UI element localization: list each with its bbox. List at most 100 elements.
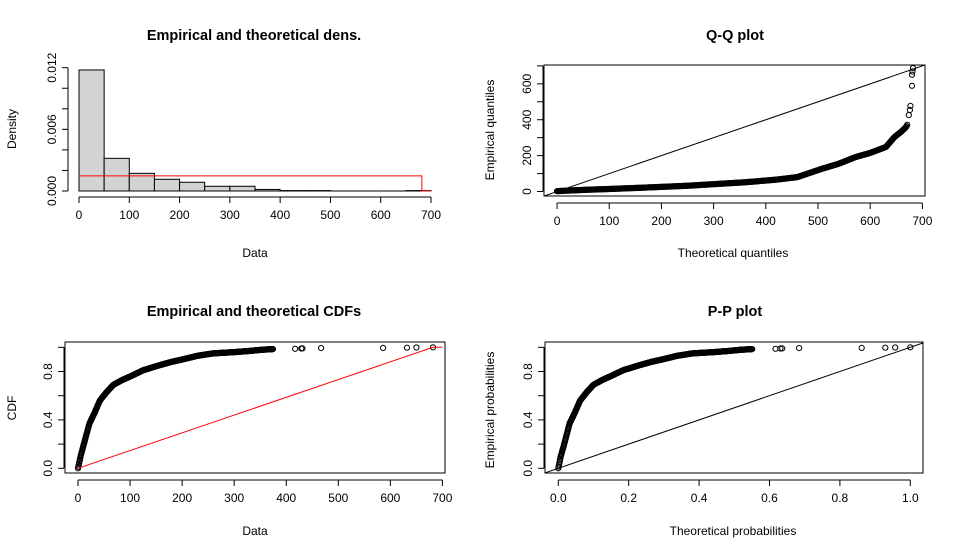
pp-x-tick-label: 0.4: [691, 491, 708, 505]
pp-x-tick-label: 0.8: [832, 491, 849, 505]
cdf-x-tick-label: 0: [75, 491, 82, 505]
pp-y-tick-label: 0.4: [521, 411, 535, 428]
qq-y-tick-label: 0: [520, 188, 534, 195]
cdf-x-tick-label: 700: [432, 491, 452, 505]
qq-tail-point: [909, 68, 916, 75]
histogram-bar: [179, 181, 206, 192]
qq-tail-point: [906, 106, 914, 114]
qq-point: [904, 121, 911, 128]
pp-plot-area: [545, 342, 923, 473]
qq-x-tick-label: 700: [912, 214, 932, 228]
histogram-bar: [153, 178, 181, 192]
qq-tail-point: [905, 112, 912, 119]
cdf-tail-point: [413, 344, 420, 351]
qq-reference-line: [544, 65, 925, 196]
qq-x-tick-label: 100: [599, 214, 619, 228]
cdf-ylabel: CDF: [5, 396, 19, 421]
theoretical-cdf-line: [77, 346, 443, 469]
pp-y-tick-label: 0.0: [521, 460, 535, 477]
pp-panel: P-P plot Theoretical probabilities Empir…: [483, 304, 924, 538]
pp-tail-point: [882, 344, 889, 351]
qq-x-tick-label: 0: [554, 214, 561, 228]
pp-tail-point: [907, 344, 914, 351]
qq-plot-box: [543, 64, 926, 197]
density-x-tick-label: 0: [76, 208, 83, 222]
qq-tail-point: [908, 82, 916, 89]
pp-tail-point: [796, 345, 803, 352]
cdf-x-tick-label: 500: [328, 491, 348, 505]
qq-y-tick-label: 400: [520, 109, 534, 129]
density-title: Empirical and theoretical dens.: [147, 28, 361, 44]
density-x-tick-label: 400: [270, 208, 290, 222]
qq-xlabel: Theoretical quantiles: [678, 246, 789, 260]
cdf-panel: Empirical and theoretical CDFs Data CDF …: [5, 304, 453, 538]
cdf-y-tick-label: 0.8: [41, 363, 55, 380]
cdf-plot-box: [64, 341, 446, 474]
cdf-point: [269, 346, 276, 353]
density-x-tick-label: 700: [421, 208, 441, 222]
density-x-tick-label: 500: [320, 208, 340, 222]
qq-y-tick-label: 200: [520, 145, 534, 165]
density-y-tick-label: 0.012: [45, 52, 59, 82]
qq-marks: 0 100 200 300 400 500 600 700 0 200 400 600: [520, 64, 933, 228]
qq-title: Q-Q plot: [706, 28, 764, 44]
pp-tail-point: [858, 344, 865, 351]
pp-point: [749, 346, 756, 353]
pp-tail-point: [779, 345, 786, 352]
cdf-tail-point: [299, 345, 306, 352]
cdf-x-tick-label: 400: [276, 491, 296, 505]
pp-x-tick-label: 0.0: [550, 491, 567, 505]
qq-tail-point: [907, 102, 914, 110]
pp-xlabel: Theoretical probabilities: [670, 524, 797, 538]
density-x-tick-label: 600: [371, 208, 391, 222]
qq-x-tick-label: 300: [704, 214, 724, 228]
qq-x-tick-label: 400: [756, 214, 776, 228]
density-y-tick-label: 0.000: [45, 176, 59, 206]
qq-x-tick-label: 600: [860, 214, 880, 228]
density-x-tick-label: 200: [170, 208, 190, 222]
histogram-bar: [229, 185, 256, 192]
density-y-tick-label: 0.006: [45, 114, 59, 144]
cdf-title: Empirical and theoretical CDFs: [147, 304, 361, 320]
histogram-bar: [103, 157, 130, 192]
cdf-tail-point: [403, 344, 411, 351]
histogram-bar: [78, 69, 105, 192]
qq-y-tick-label: 600: [520, 74, 534, 94]
pp-x-tick-label: 1.0: [902, 491, 919, 505]
density-x-tick-label: 300: [220, 208, 240, 222]
density-x-tick-label: 100: [119, 208, 139, 222]
pp-y-tick-label: 0.8: [521, 363, 535, 380]
density-xlabel: Data: [242, 246, 268, 260]
density-ylabel: Density: [5, 109, 19, 149]
density-panel: Empirical and theoretical dens. Data Den…: [5, 28, 441, 260]
qq-tail-point: [908, 71, 916, 78]
qq-plot-area: [544, 65, 925, 196]
cdf-x-tick-label: 200: [172, 491, 192, 505]
qq-x-tick-label: 200: [651, 214, 671, 228]
pp-x-tick-label: 0.2: [620, 491, 637, 505]
cdf-x-tick-label: 300: [224, 491, 244, 505]
qq-panel: Q-Q plot Theoretical quantiles Empirical…: [483, 28, 933, 260]
density-marks: 0 100 200 300 400 500 600 700 0.000 0.006 0.012: [45, 52, 441, 222]
cdf-x-tick-label: 100: [120, 491, 140, 505]
cdf-tail-point: [318, 345, 325, 352]
pp-x-tick-label: 0.6: [761, 491, 778, 505]
pp-tail-point: [892, 344, 899, 351]
cdf-marks: 0 100 200 300 400 500 600 700 0.0 0.4 0.8: [41, 341, 453, 505]
cdf-y-tick-label: 0.0: [41, 460, 55, 477]
histogram-bar: [204, 185, 231, 192]
theoretical-density-line: [79, 175, 431, 192]
qq-x-tick-label: 500: [808, 214, 828, 228]
cdf-tail-point: [380, 344, 387, 351]
pp-ylabel: Empirical probabilities: [483, 352, 497, 469]
cdf-tail-point: [292, 345, 299, 352]
pp-marks: 0.0 0.2 0.4 0.6 0.8 1.0 0.0 0.4 0.8: [521, 341, 924, 505]
qq-ylabel: Empirical quantiles: [483, 80, 497, 181]
cdf-y-tick-label: 0.4: [41, 411, 55, 428]
cdf-xlabel: Data: [242, 524, 268, 538]
pp-title: P-P plot: [708, 304, 763, 320]
pp-plot-box: [544, 341, 924, 474]
pp-reference-line: [545, 342, 923, 473]
histogram-bar: [254, 188, 281, 192]
